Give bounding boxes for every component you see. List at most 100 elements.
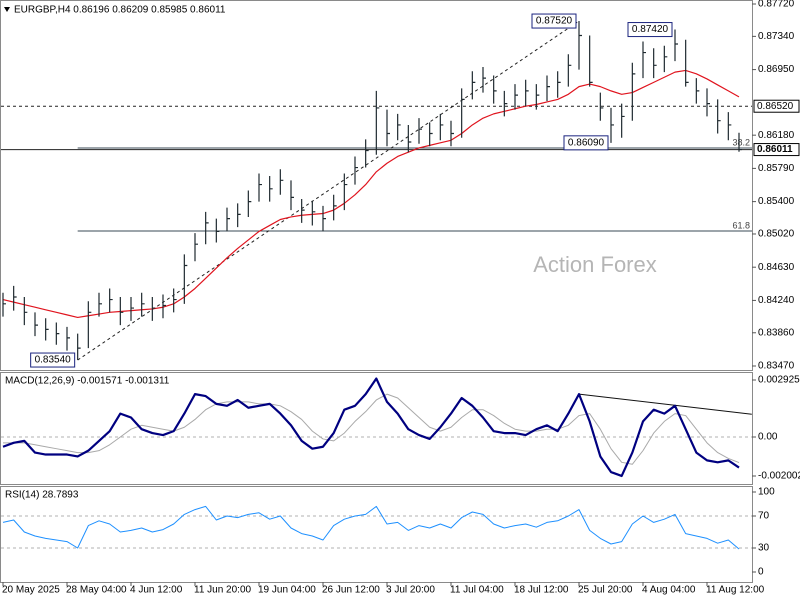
ohlc-bar bbox=[557, 71, 561, 98]
price-annotation-box bbox=[563, 135, 609, 151]
price-level-box bbox=[753, 143, 800, 157]
ohlc-bar bbox=[333, 194, 337, 221]
x-tick-label: 4 Aug 04:00 bbox=[642, 585, 696, 596]
x-tick-label: 11 Jul 04:00 bbox=[450, 585, 504, 596]
x-tick-label: 4 Jun 12:00 bbox=[130, 585, 183, 596]
ohlc-bar bbox=[237, 203, 241, 228]
ohlc-bar bbox=[258, 173, 262, 202]
ohlc-bar bbox=[685, 39, 689, 87]
ohlc-bar bbox=[439, 113, 444, 141]
ohlc-bar bbox=[653, 48, 657, 79]
ohlc-bar bbox=[343, 173, 348, 211]
ohlc-bar bbox=[429, 122, 433, 147]
price-annotation: 0.86090 bbox=[568, 137, 605, 148]
ohlc-bar bbox=[98, 292, 102, 317]
ohlc-bar bbox=[578, 21, 582, 70]
ohlc-bar bbox=[471, 71, 476, 100]
ohlc-bar bbox=[514, 84, 518, 110]
ohlc-bar bbox=[695, 78, 700, 104]
y-tick-label: 0.83860 bbox=[758, 327, 795, 338]
ohlc-bar bbox=[461, 88, 465, 138]
ohlc-bar bbox=[87, 301, 92, 349]
x-tick-label: 11 Aug 12:00 bbox=[706, 585, 765, 596]
ohlc-bar bbox=[205, 211, 209, 245]
price-annotation: 0.83540 bbox=[35, 355, 72, 366]
rsi-line bbox=[2, 505, 740, 550]
ohlc-bar bbox=[727, 112, 732, 141]
ohlc-bar bbox=[418, 118, 422, 144]
y-tick-label: 100 bbox=[758, 487, 775, 498]
panel-frame bbox=[0, 0, 753, 371]
ohlc-bar bbox=[66, 326, 70, 351]
x-tick-label: 25 Jul 20:00 bbox=[578, 585, 633, 596]
ohlc-bar bbox=[365, 139, 369, 168]
x-tick-label: 18 Jul 12:00 bbox=[514, 585, 569, 596]
ohlc-bar bbox=[2, 292, 6, 317]
ohlc-bar bbox=[525, 79, 529, 107]
price-annotation: 0.87520 bbox=[536, 16, 573, 27]
ohlc-bar bbox=[610, 107, 614, 143]
x-tick-label: 11 Jun 20:00 bbox=[194, 585, 252, 596]
y-tick-label: 30 bbox=[758, 543, 770, 554]
x-tick-label: 28 May 04:00 bbox=[66, 585, 127, 596]
ohlc-bar bbox=[482, 67, 486, 93]
ohlc-bar bbox=[674, 29, 678, 62]
y-tick-label: 0.87340 bbox=[758, 31, 795, 42]
ohlc-bar bbox=[717, 99, 721, 134]
price-annotation-box bbox=[627, 22, 673, 38]
x-tick-label: 26 Jun 12:00 bbox=[322, 585, 380, 596]
watermark: Action Forex bbox=[533, 252, 657, 277]
ohlc-bar bbox=[183, 254, 188, 304]
y-tick-label: 0.86950 bbox=[758, 64, 795, 75]
y-tick-label: 0.85020 bbox=[758, 229, 795, 240]
panel-title: RSI(14) 28.7893 bbox=[5, 490, 79, 501]
y-tick-label: 0.84240 bbox=[758, 295, 795, 306]
ohlc-bar bbox=[151, 297, 156, 321]
ohlc-bar bbox=[194, 233, 198, 262]
price-level-box bbox=[753, 99, 800, 113]
ohlc-bar bbox=[23, 297, 28, 326]
trendline bbox=[77, 20, 580, 361]
ohlc-bar bbox=[279, 169, 284, 195]
chart-title: EURGBP,H4 0.86196 0.86209 0.85985 0.8601… bbox=[14, 5, 226, 16]
ohlc-bar bbox=[535, 84, 540, 110]
y-tick-label: 0.00 bbox=[758, 432, 778, 443]
ohlc-bar bbox=[503, 90, 508, 117]
moving-average bbox=[2, 69, 740, 319]
ohlc-bar bbox=[109, 288, 113, 313]
price-level-label: 0.86011 bbox=[757, 144, 793, 155]
symbol-marker bbox=[4, 7, 10, 12]
trendline bbox=[578, 393, 752, 415]
fib-label: 38.2 bbox=[732, 137, 750, 147]
x-tick-label: 19 Jun 04:00 bbox=[258, 585, 316, 596]
ohlc-bar bbox=[162, 294, 166, 319]
ohlc-bar bbox=[375, 90, 380, 155]
ohlc-bar bbox=[567, 54, 572, 87]
ohlc-bar bbox=[663, 45, 668, 73]
ohlc-bar bbox=[55, 322, 60, 345]
y-tick-label: 0.84630 bbox=[758, 262, 795, 273]
fib-label: 61.8 bbox=[732, 220, 750, 230]
ohlc-bar bbox=[738, 132, 742, 152]
price-annotation-box bbox=[531, 13, 577, 29]
ohlc-bar bbox=[546, 75, 550, 102]
y-tick-label: 0.87720 bbox=[758, 0, 795, 10]
x-tick-label: 3 Jul 20:00 bbox=[386, 585, 435, 596]
ohlc-bar bbox=[290, 180, 294, 211]
ohlc-bar bbox=[119, 297, 124, 326]
price-level-label: 0.86520 bbox=[757, 101, 794, 112]
y-tick-label: -0.002002 bbox=[758, 471, 800, 482]
signal-line bbox=[3, 393, 740, 465]
y-tick-label: 0.85400 bbox=[758, 196, 795, 207]
ohlc-bar bbox=[599, 92, 604, 121]
y-tick-label: 0 bbox=[758, 567, 764, 578]
ohlc-bar bbox=[269, 176, 273, 202]
panel-frame bbox=[0, 486, 753, 583]
price-annotation-box bbox=[30, 352, 76, 368]
ohlc-bar bbox=[77, 333, 81, 361]
ohlc-bar bbox=[386, 109, 390, 147]
ohlc-bar bbox=[130, 297, 134, 321]
y-tick-label: 0.002925 bbox=[758, 375, 800, 386]
price-annotation: 0.87420 bbox=[632, 24, 669, 35]
ohlc-bar bbox=[247, 190, 252, 217]
